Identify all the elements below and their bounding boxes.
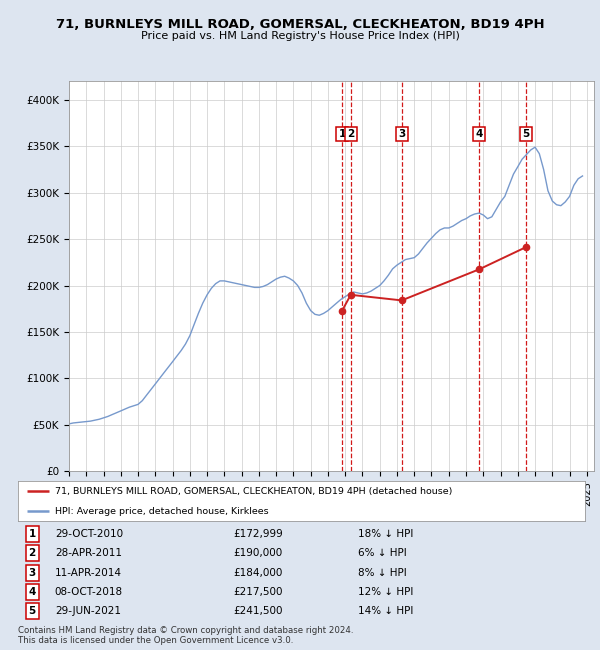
Text: 5: 5	[29, 606, 36, 616]
Text: £184,000: £184,000	[233, 567, 283, 578]
Text: £217,500: £217,500	[233, 587, 283, 597]
Text: 11-APR-2014: 11-APR-2014	[55, 567, 122, 578]
Text: 4: 4	[28, 587, 36, 597]
Text: 29-JUN-2021: 29-JUN-2021	[55, 606, 121, 616]
Text: 08-OCT-2018: 08-OCT-2018	[55, 587, 123, 597]
Text: 12% ↓ HPI: 12% ↓ HPI	[358, 587, 413, 597]
Text: Contains HM Land Registry data © Crown copyright and database right 2024.
This d: Contains HM Land Registry data © Crown c…	[18, 626, 353, 645]
Text: 28-APR-2011: 28-APR-2011	[55, 549, 122, 558]
Text: Price paid vs. HM Land Registry's House Price Index (HPI): Price paid vs. HM Land Registry's House …	[140, 31, 460, 42]
Text: 71, BURNLEYS MILL ROAD, GOMERSAL, CLECKHEATON, BD19 4PH: 71, BURNLEYS MILL ROAD, GOMERSAL, CLECKH…	[56, 18, 544, 31]
Text: 4: 4	[476, 129, 483, 139]
Text: 1: 1	[338, 129, 346, 139]
Text: 5: 5	[523, 129, 530, 139]
Text: 3: 3	[398, 129, 406, 139]
Text: £190,000: £190,000	[233, 549, 283, 558]
Text: 6% ↓ HPI: 6% ↓ HPI	[358, 549, 407, 558]
Text: 14% ↓ HPI: 14% ↓ HPI	[358, 606, 413, 616]
Text: HPI: Average price, detached house, Kirklees: HPI: Average price, detached house, Kirk…	[55, 507, 268, 515]
Text: 2: 2	[347, 129, 355, 139]
Text: 71, BURNLEYS MILL ROAD, GOMERSAL, CLECKHEATON, BD19 4PH (detached house): 71, BURNLEYS MILL ROAD, GOMERSAL, CLECKH…	[55, 487, 452, 495]
Text: £241,500: £241,500	[233, 606, 283, 616]
Text: 1: 1	[29, 529, 36, 539]
Text: 29-OCT-2010: 29-OCT-2010	[55, 529, 123, 539]
Text: 18% ↓ HPI: 18% ↓ HPI	[358, 529, 413, 539]
Text: 8% ↓ HPI: 8% ↓ HPI	[358, 567, 407, 578]
Text: 3: 3	[29, 567, 36, 578]
Text: £172,999: £172,999	[233, 529, 283, 539]
Text: 2: 2	[29, 549, 36, 558]
